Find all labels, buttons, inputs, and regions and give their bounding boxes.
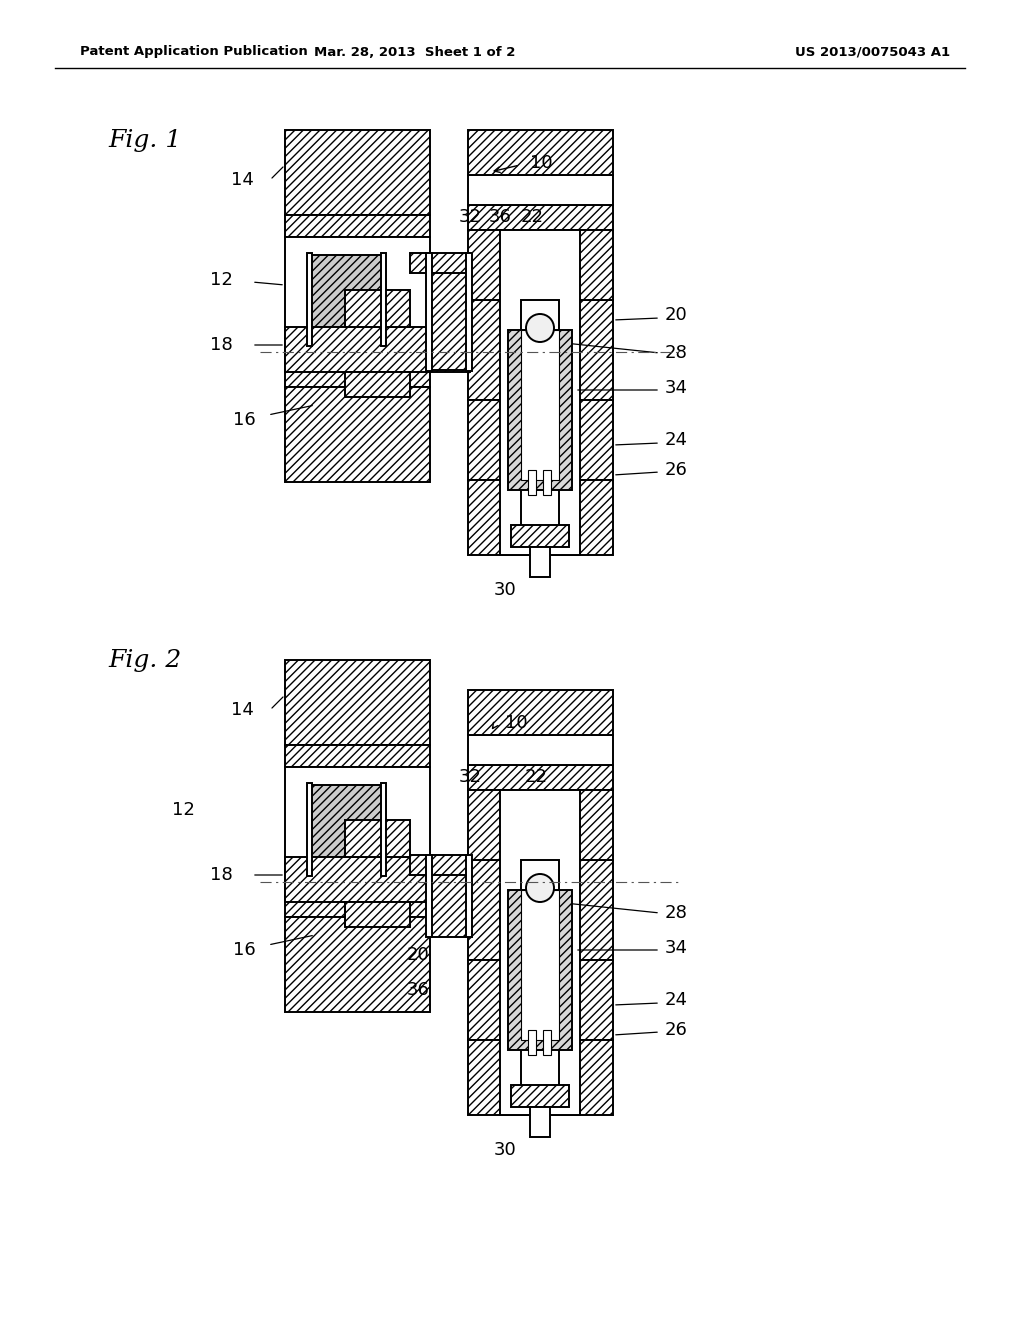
Bar	[285, 387, 430, 482]
Text: 32: 32	[459, 768, 481, 785]
Bar	[530, 546, 550, 577]
Bar	[468, 735, 613, 766]
Text: Fig. 1: Fig. 1	[108, 128, 181, 152]
Bar	[511, 1085, 569, 1107]
Bar	[410, 253, 470, 273]
Bar	[285, 129, 430, 215]
Text: 28: 28	[665, 345, 688, 362]
Bar	[468, 960, 613, 1040]
Text: 22: 22	[524, 768, 548, 785]
Bar	[285, 917, 430, 1012]
Bar	[530, 1107, 550, 1137]
Bar	[285, 327, 470, 372]
Bar	[521, 890, 559, 1040]
Text: 20: 20	[665, 306, 688, 323]
Text: Mar. 28, 2013  Sheet 1 of 2: Mar. 28, 2013 Sheet 1 of 2	[314, 45, 516, 58]
Bar	[468, 480, 613, 554]
Bar	[521, 300, 559, 531]
Bar	[381, 253, 386, 346]
Bar	[508, 890, 572, 1049]
Text: 34: 34	[665, 379, 688, 397]
Bar	[511, 525, 569, 546]
Bar	[468, 300, 613, 400]
Bar	[468, 1040, 613, 1115]
Bar	[468, 400, 613, 480]
Bar	[468, 205, 613, 230]
Text: 36: 36	[488, 209, 511, 226]
Bar	[426, 253, 432, 371]
Bar	[528, 470, 536, 495]
Bar	[285, 887, 430, 917]
Bar	[468, 789, 613, 861]
Bar	[285, 857, 470, 902]
Text: 14: 14	[231, 701, 254, 719]
Bar	[466, 253, 472, 371]
Bar	[543, 1030, 551, 1055]
Bar	[426, 855, 432, 937]
Text: 36: 36	[407, 981, 429, 999]
Bar	[528, 1030, 536, 1055]
Text: 18: 18	[210, 337, 233, 354]
Text: 16: 16	[233, 941, 256, 960]
Bar	[310, 785, 385, 875]
Text: 18: 18	[210, 866, 233, 884]
Bar	[285, 660, 430, 744]
Bar	[521, 861, 559, 1090]
Bar	[468, 176, 613, 205]
Bar	[468, 766, 613, 789]
Text: 24: 24	[665, 432, 688, 449]
Text: 10: 10	[530, 154, 553, 172]
Bar	[500, 789, 580, 1115]
Text: 20: 20	[407, 946, 429, 964]
Bar	[521, 330, 559, 480]
Bar	[345, 820, 410, 857]
Text: 14: 14	[231, 172, 254, 189]
Bar	[310, 255, 385, 345]
Bar	[468, 230, 613, 300]
Bar	[466, 855, 472, 937]
Bar	[345, 902, 410, 927]
Bar	[508, 330, 572, 490]
Bar	[468, 861, 613, 960]
Bar	[430, 255, 470, 370]
Bar	[285, 238, 430, 356]
Text: 10: 10	[505, 714, 527, 733]
Bar	[285, 215, 430, 238]
Text: 12: 12	[210, 271, 233, 289]
Text: 28: 28	[665, 904, 688, 921]
Bar	[285, 356, 430, 387]
Text: 32: 32	[459, 209, 481, 226]
Text: 34: 34	[665, 939, 688, 957]
Bar	[285, 767, 430, 887]
Text: 16: 16	[233, 411, 256, 429]
Text: 12: 12	[172, 801, 195, 818]
Text: 26: 26	[665, 1020, 688, 1039]
Bar	[410, 855, 470, 875]
Text: 24: 24	[665, 991, 688, 1008]
Bar	[307, 783, 312, 876]
Text: 30: 30	[494, 1140, 516, 1159]
Bar	[307, 253, 312, 346]
Text: Patent Application Publication: Patent Application Publication	[80, 45, 308, 58]
Circle shape	[526, 874, 554, 902]
Text: Fig. 2: Fig. 2	[108, 648, 181, 672]
Bar	[381, 783, 386, 876]
Bar	[430, 857, 470, 937]
Text: 30: 30	[494, 581, 516, 599]
Text: US 2013/0075043 A1: US 2013/0075043 A1	[795, 45, 950, 58]
Bar	[345, 372, 410, 397]
Bar	[500, 230, 580, 554]
Bar	[468, 129, 613, 176]
Bar	[285, 744, 430, 767]
Text: 26: 26	[665, 461, 688, 479]
Bar	[468, 690, 613, 735]
Text: 22: 22	[520, 209, 544, 226]
Bar	[345, 290, 410, 327]
Bar	[543, 470, 551, 495]
Circle shape	[526, 314, 554, 342]
